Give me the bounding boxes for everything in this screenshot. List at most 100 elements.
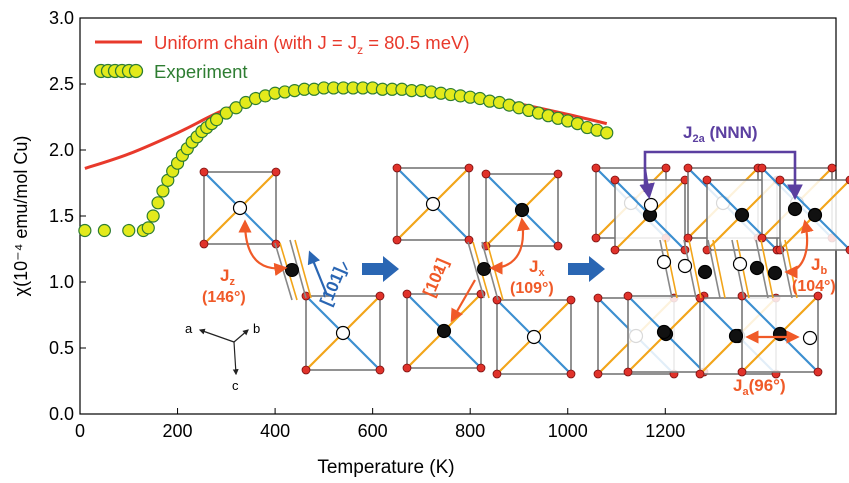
jz-arrow (238, 219, 288, 276)
oxygen-atom (623, 291, 633, 301)
experiment-point (78, 223, 92, 238)
oxygen-atom (845, 175, 849, 185)
oxygen-atom (392, 235, 402, 245)
inter-cell-link (294, 239, 312, 299)
copper-atom (656, 254, 672, 270)
jz-label: Jz (220, 266, 235, 288)
oxygen-atom (375, 291, 385, 301)
x-axis-label: Temperature (K) (317, 457, 454, 478)
x-tick-label: 0 (75, 421, 85, 441)
legend: Uniform chain (with J = Jz = 80.5 meV) E… (93, 32, 470, 82)
copper-atom (285, 263, 299, 277)
oxygen-atom (737, 367, 747, 377)
experiment-point (209, 113, 224, 127)
copper-atom (697, 264, 713, 280)
y-tick-label: 2.0 (49, 140, 74, 160)
direction-arrow-1 (307, 250, 329, 296)
x-tick-label: 1000 (548, 421, 588, 441)
oxygen-atom (845, 245, 849, 255)
j2a-label: J2a (NNN) (683, 123, 758, 145)
oxygen-atom (271, 167, 281, 177)
oxygen-atom (301, 365, 311, 375)
oxygen-atom (757, 163, 767, 173)
y-tick-label: 0.0 (49, 404, 74, 424)
legend-uniform-chain-label: Uniform chain (with J = Jz = 80.5 meV) (154, 32, 470, 57)
y-tick-label: 1.5 (49, 206, 74, 226)
inter-cell-link (659, 239, 673, 299)
oxygen-atom (566, 369, 576, 379)
copper-atom (643, 197, 659, 213)
experiment-point (600, 126, 614, 140)
jx-angle: (109°) (510, 280, 554, 297)
oxygen-atom (593, 369, 603, 379)
unit-cell (610, 175, 690, 255)
inter-cell-link (467, 241, 485, 299)
oxygen-atom (683, 233, 693, 243)
inter-cell-link (688, 239, 702, 299)
copper-atom (728, 328, 744, 344)
oxygen-atom (375, 365, 385, 375)
unit-cell (301, 291, 385, 375)
inter-cell-link (707, 239, 721, 299)
oxygen-atom (623, 367, 633, 377)
axis-c-label: c (232, 378, 239, 393)
axis-b-arrow (233, 329, 249, 343)
jb-arrow (784, 219, 814, 279)
legend-experiment-label: Experiment (154, 61, 248, 82)
axis-b-label: b (253, 321, 260, 336)
oxygen-atom (199, 239, 209, 249)
x-axis-ticks: 0 200 400 600 800 1000 1200 (75, 408, 685, 441)
direction-overbar-1 (342, 261, 348, 271)
copper-atom (749, 260, 765, 276)
x-tick-label: 600 (358, 421, 388, 441)
copper-atom (436, 323, 452, 339)
inter-cell-link (712, 239, 726, 299)
oxygen-atom (683, 163, 693, 173)
oxygen-atom (757, 233, 767, 243)
experiment-point (97, 223, 111, 238)
y-tick-label: 2.5 (49, 74, 74, 94)
jz-angle: (146°) (202, 289, 246, 306)
process-arrow-2 (568, 256, 605, 282)
oxygen-atom (402, 289, 412, 299)
oxygen-atom (591, 233, 601, 243)
oxygen-atom (392, 163, 402, 173)
oxygen-atom (481, 169, 491, 179)
j2a-arrow-left (639, 169, 655, 200)
experiment-point (156, 184, 170, 198)
x-tick-label: 200 (163, 421, 193, 441)
copper-atom (787, 201, 803, 217)
copper-atom (477, 262, 491, 276)
direction-label-2: [101] (419, 256, 452, 300)
copper-atom (514, 202, 530, 218)
oxygen-atom (492, 369, 502, 379)
legend-experiment-swatch (93, 63, 144, 79)
oxygen-atom (695, 369, 705, 379)
data-series (78, 81, 614, 238)
copper-atom (677, 258, 693, 274)
x-tick-label: 1200 (645, 421, 685, 441)
experiment-point (122, 223, 136, 238)
process-arrow-1 (362, 256, 399, 282)
copper-atom (807, 207, 823, 223)
copper-atom (425, 196, 441, 212)
inset-labels: a b c [101] [101] Jz (146°) Jx (109°) Jb… (185, 123, 836, 398)
axis-a-label: a (185, 321, 193, 336)
y-axis-ticks: 0.0 0.5 1.0 1.5 2.0 2.5 3.0 (49, 8, 86, 424)
x-tick-label: 800 (455, 421, 485, 441)
jb-label: Jb (811, 255, 827, 277)
oxygen-atom (464, 163, 474, 173)
inter-cell-link (664, 239, 678, 299)
oxygen-atom (476, 363, 486, 373)
axis-a-arrow (198, 328, 235, 343)
oxygen-atom (199, 167, 209, 177)
oxygen-atom (593, 293, 603, 303)
axis-c-arrow (232, 341, 239, 376)
y-tick-label: 3.0 (49, 8, 74, 28)
y-tick-label: 1.0 (49, 272, 74, 292)
inter-cell-link (760, 239, 774, 299)
y-tick-label: 0.5 (49, 338, 74, 358)
unit-cell (492, 295, 576, 379)
copper-atom (772, 326, 788, 342)
